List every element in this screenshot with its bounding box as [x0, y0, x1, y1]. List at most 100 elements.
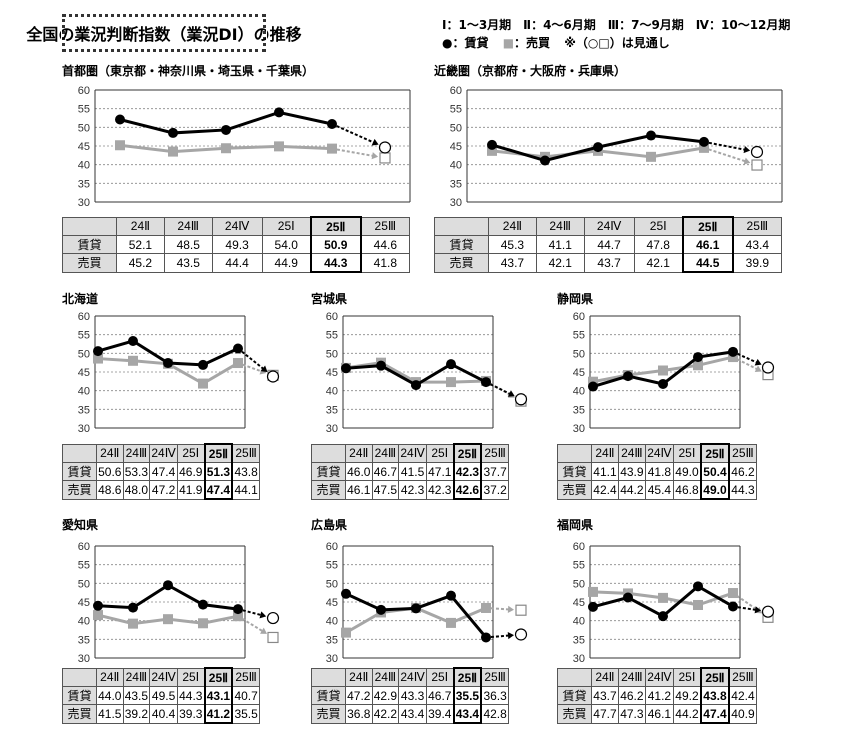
- y-tick-label: 35: [78, 404, 90, 416]
- y-tick-label: 40: [78, 616, 90, 628]
- table-cell: 44.2: [672, 704, 702, 724]
- y-tick-label: 60: [326, 311, 338, 323]
- table-row: 売買 46.1 47.5 42.3 42.3 42.6 37.2: [311, 480, 510, 500]
- table-cell: 36.3: [480, 686, 510, 705]
- rent-forecast-arrow: [754, 606, 762, 614]
- sale-point: [198, 378, 208, 389]
- chart-title: 広島県: [311, 518, 348, 532]
- table-cell: 45.4: [644, 480, 674, 500]
- rent-forecast-line: [237, 608, 262, 617]
- sale-point: [341, 627, 351, 638]
- table-cell: 43.1: [203, 686, 234, 705]
- table-cell: 44.6: [360, 235, 410, 254]
- rent-point: [623, 592, 633, 603]
- sale-point: [658, 365, 668, 376]
- y-tick-label: 60: [573, 311, 585, 323]
- rent-point: [128, 602, 138, 613]
- table-cell: 42.1: [535, 253, 585, 273]
- table-cell: 37.2: [480, 480, 510, 500]
- table-cell: 43.8: [699, 686, 730, 705]
- table-row: 売買 45.2 43.5 44.4 44.9 44.3 41.8: [62, 253, 410, 273]
- rent-point: [198, 359, 208, 370]
- sale-forecast-line: [237, 362, 263, 373]
- rent-point: [540, 155, 550, 166]
- table-cell: 42.9: [371, 686, 400, 705]
- table-header-row: 24Ⅱ 24Ⅲ 24Ⅳ 25Ⅰ 25Ⅱ 25Ⅲ: [557, 667, 757, 687]
- rent-forecast-point: [514, 628, 528, 641]
- table-cell: 43.7: [591, 686, 619, 705]
- sale-forecast-point: [379, 152, 391, 164]
- sale-label: ：売買: [514, 36, 551, 50]
- rent-forecast-point: [750, 145, 764, 159]
- table-cell: 41.8: [360, 253, 410, 273]
- y-tick-label: 45: [326, 367, 338, 379]
- rent-forecast-point: [266, 370, 280, 383]
- sale-point: [487, 145, 497, 156]
- table-cell: 44.2: [617, 480, 646, 500]
- table-cell: 52.1: [116, 235, 165, 254]
- y-tick-label: 45: [450, 141, 462, 153]
- y-tick-label: 45: [78, 597, 90, 609]
- y-tick-label: 50: [326, 578, 338, 590]
- table-cell: 50.4: [699, 462, 730, 481]
- rent-point: [221, 124, 231, 135]
- sale-point: [274, 141, 284, 152]
- table-row: 賃貸 46.0 46.7 41.5 47.1 42.3 37.7: [311, 462, 510, 481]
- column-header: 25Ⅲ: [732, 216, 782, 236]
- column-header: 25Ⅰ: [425, 667, 455, 687]
- table-cell: 47.7: [591, 704, 619, 724]
- row-label: [62, 216, 117, 236]
- sale-forecast-line: [485, 606, 510, 611]
- y-tick-label: 50: [326, 348, 338, 360]
- table-header-row: 24Ⅱ 24Ⅲ 24Ⅳ 25Ⅰ 25Ⅱ 25Ⅲ: [311, 443, 510, 463]
- column-header: 24Ⅱ: [116, 216, 165, 236]
- table-cell: 53.3: [122, 462, 151, 481]
- y-tick-label: 55: [78, 104, 90, 116]
- column-header: 25Ⅱ: [203, 667, 234, 687]
- y-tick-label: 45: [573, 367, 585, 379]
- table-cell: 46.8: [672, 480, 702, 500]
- sale-point: [233, 358, 243, 369]
- sale-forecast-arrow: [754, 365, 762, 373]
- row-label: [311, 443, 346, 463]
- table-cell: 45.3: [488, 235, 537, 254]
- table-cell: 44.3: [176, 686, 206, 705]
- rent-point: [93, 600, 103, 611]
- table-cell: 45.2: [116, 253, 165, 273]
- column-header: 25Ⅲ: [480, 443, 510, 463]
- column-header: 25Ⅱ: [452, 443, 483, 463]
- column-header: 24Ⅱ: [488, 216, 537, 236]
- table-cell: 42.3: [398, 480, 427, 500]
- table-cell: 46.1: [644, 704, 674, 724]
- rent-forecast-point: [266, 611, 280, 625]
- y-tick-label: 40: [326, 616, 338, 628]
- rent-point: [376, 604, 386, 615]
- y-tick-label: 50: [78, 578, 90, 590]
- row-label: [557, 443, 592, 463]
- column-header: 25Ⅰ: [672, 667, 702, 687]
- rent-forecast-point: [378, 141, 392, 154]
- y-tick-label: 30: [78, 197, 90, 209]
- table-cell: 48.5: [163, 235, 213, 254]
- column-header: 24Ⅱ: [96, 667, 124, 687]
- column-header: 24Ⅱ: [591, 443, 619, 463]
- rent-point: [693, 581, 703, 592]
- line-chart: 30 35 40 45 50 55 60: [573, 541, 775, 665]
- table-cell: 43.3: [398, 686, 427, 705]
- chart-title: 宮城県: [311, 292, 348, 306]
- column-header: 24Ⅲ: [617, 443, 646, 463]
- table-cell: 50.6: [96, 462, 124, 481]
- table-cell: 43.7: [488, 253, 537, 273]
- rent-forecast-arrow: [259, 611, 267, 619]
- sale-point: [728, 352, 738, 363]
- page-title: 全国の業況判断指数（業況DI）の推移: [26, 13, 302, 53]
- table-cell: 43.8: [231, 462, 261, 481]
- table-cell: 51.3: [203, 462, 234, 481]
- y-tick-label: 40: [573, 386, 585, 398]
- column-header: 24Ⅱ: [345, 667, 373, 687]
- table-cell: 47.1: [425, 462, 455, 481]
- y-tick-label: 55: [78, 330, 90, 342]
- table-cell: 42.1: [633, 253, 684, 273]
- table-row: 売買 47.7 47.3 46.1 44.2 47.4 40.9: [557, 704, 757, 724]
- table-cell: 47.2: [345, 686, 373, 705]
